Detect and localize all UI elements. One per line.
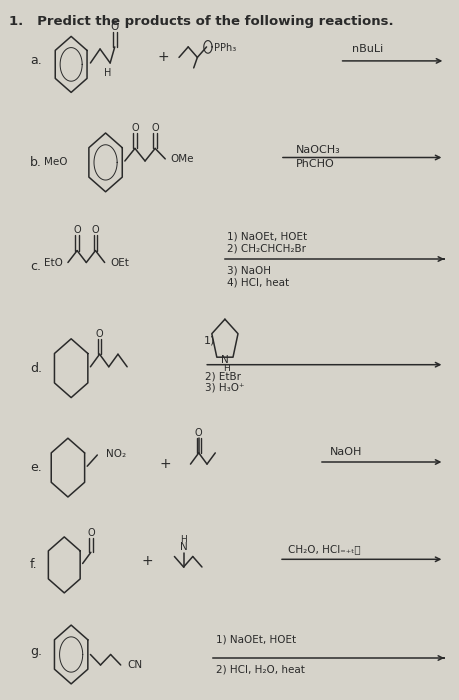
Text: CH₂O, HCl₌₊ₜ₟: CH₂O, HCl₌₊ₜ₟ [288,545,361,554]
Text: 1) NaOEt, HOEt: 1) NaOEt, HOEt [216,634,296,644]
Text: 3) H₃O⁺: 3) H₃O⁺ [205,383,245,393]
Text: EtO: EtO [44,258,62,267]
Text: g.: g. [30,645,42,657]
Text: PPh₃: PPh₃ [214,43,236,53]
Text: e.: e. [30,461,42,474]
Text: +: + [157,50,169,64]
Text: 1) NaOEt, HOEt: 1) NaOEt, HOEt [227,232,308,242]
Text: 1): 1) [204,335,216,345]
Text: O: O [111,22,119,32]
Text: N: N [221,355,229,365]
Text: O: O [73,225,81,235]
Text: d.: d. [30,362,42,375]
Text: O: O [131,123,139,133]
Text: H: H [180,535,187,543]
Text: OEt: OEt [110,258,129,267]
Text: 2) EtBr: 2) EtBr [205,372,241,382]
Text: a.: a. [30,55,42,67]
Text: O: O [87,528,95,538]
Text: PhCHO: PhCHO [296,159,335,169]
Text: CN: CN [128,660,143,670]
Text: NaOH: NaOH [330,447,363,457]
Text: O: O [195,428,202,438]
Text: 1.   Predict the products of the following reactions.: 1. Predict the products of the following… [9,15,394,29]
Text: +: + [141,554,153,568]
Text: 4) HCl, heat: 4) HCl, heat [227,278,289,288]
Text: OMe: OMe [171,154,194,164]
Text: nBuLi: nBuLi [352,44,383,54]
Text: c.: c. [30,260,41,272]
Text: N: N [180,542,187,552]
Text: 2) HCl, H₂O, heat: 2) HCl, H₂O, heat [216,665,305,675]
Text: O: O [151,123,159,133]
Text: b.: b. [30,156,42,169]
Text: NaOCH₃: NaOCH₃ [296,145,341,155]
Text: MeO: MeO [44,158,67,167]
Text: H: H [104,68,112,78]
Text: f.: f. [30,559,38,571]
Text: NO₂: NO₂ [106,449,126,458]
Text: 2) CH₂CHCH₂Br: 2) CH₂CHCH₂Br [227,244,306,253]
Text: H: H [223,364,230,372]
Text: O: O [96,329,103,339]
Text: 3) NaOH: 3) NaOH [227,266,271,276]
Text: +: + [159,457,171,471]
Text: O: O [92,225,99,235]
